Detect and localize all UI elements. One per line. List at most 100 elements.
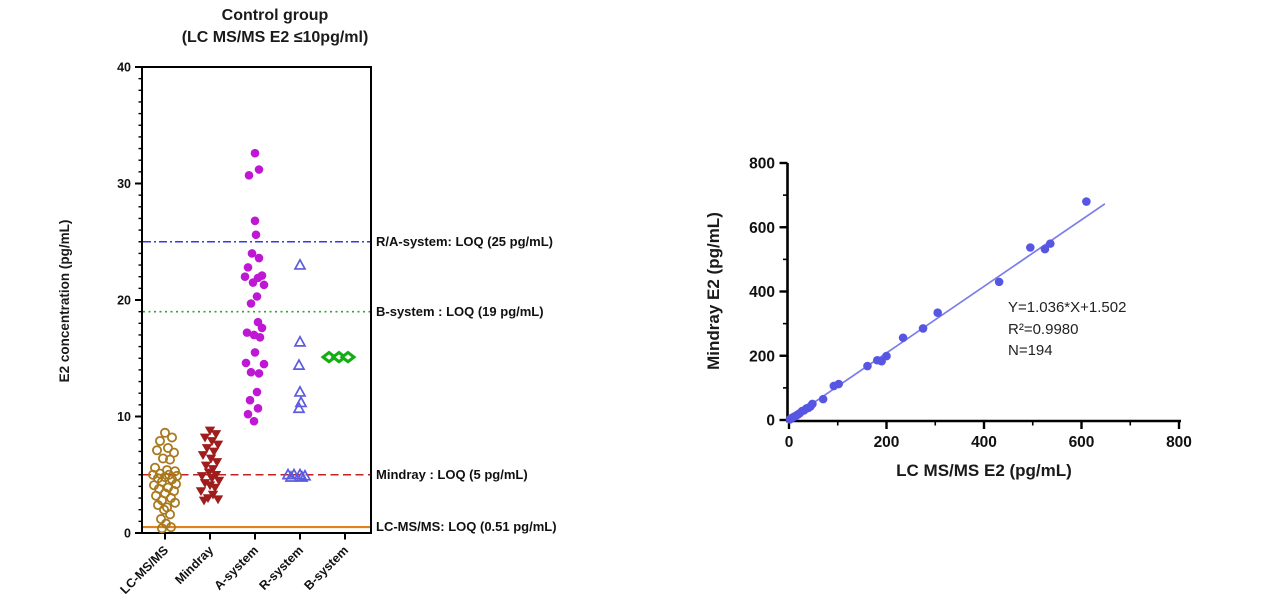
- marker: [253, 404, 263, 413]
- marker: [255, 332, 265, 342]
- marker: [249, 416, 259, 426]
- marker: [200, 461, 212, 471]
- marker: [157, 453, 168, 464]
- marker: [197, 451, 209, 460]
- marker: [212, 495, 224, 505]
- y-tick-label: 200: [749, 348, 775, 365]
- marker: [162, 442, 173, 453]
- marker: [199, 433, 211, 443]
- marker: [154, 435, 165, 446]
- right-chart-x-axis-label: LC MS/MS E2 (pg/mL): [896, 461, 1072, 480]
- marker: [155, 514, 166, 525]
- x-tick-label: 200: [874, 434, 900, 451]
- marker: [213, 476, 225, 486]
- y-tick-label: 600: [749, 220, 775, 237]
- marker: [206, 474, 218, 484]
- regression-equation: Y=1.036*X+1.502: [1008, 299, 1127, 316]
- marker: [257, 323, 267, 333]
- x-category-label: Mindray: [172, 543, 216, 587]
- marker: [204, 481, 216, 491]
- marker: [252, 292, 262, 301]
- y-tick-label: 10: [117, 410, 131, 424]
- marker: [207, 490, 219, 500]
- marker: [205, 454, 217, 464]
- marker: [242, 328, 252, 337]
- marker: [245, 395, 255, 405]
- marker: [203, 468, 215, 478]
- marker: [252, 387, 262, 397]
- y-tick-label: 30: [117, 177, 131, 191]
- marker: [206, 437, 218, 446]
- marker: [159, 427, 170, 438]
- marker: [201, 444, 213, 453]
- refline-label-mindray: Mindray : LOQ (5 pg/mL): [376, 467, 528, 482]
- marker: [208, 447, 220, 457]
- data-point: [1082, 197, 1091, 206]
- marker: [209, 483, 221, 493]
- y-tick-label: 400: [749, 284, 775, 301]
- marker: [295, 470, 309, 482]
- regression-n: N=194: [1008, 342, 1053, 359]
- dot-plot-chart: 0 10 20 30 40 LC-MS/MS MindrayA-systemR-system…: [117, 61, 372, 597]
- x-tick-label: 800: [1166, 434, 1192, 451]
- marker: [241, 358, 251, 368]
- marker: [243, 263, 253, 272]
- y-tick-label: 20: [117, 294, 131, 308]
- marker-center: [335, 354, 343, 360]
- data-point: [808, 399, 817, 409]
- marker: [259, 359, 269, 369]
- y-tick-label: 800: [749, 156, 775, 173]
- marker: [151, 445, 162, 456]
- data-point: [882, 351, 891, 361]
- marker-center: [344, 354, 352, 360]
- marker: [195, 487, 207, 497]
- marker: [211, 458, 223, 467]
- marker: [293, 385, 307, 397]
- marker: [158, 504, 169, 515]
- left-chart-title-line2: (LC MS/MS E2 ≤10pg/ml): [181, 29, 369, 46]
- x-category-label: A-system: [211, 543, 261, 593]
- marker: [250, 348, 260, 357]
- marker: [202, 494, 214, 504]
- data-point: [994, 277, 1004, 287]
- marker-center: [325, 354, 333, 360]
- marker: [210, 430, 222, 439]
- marker: [298, 468, 312, 481]
- marker: [196, 472, 208, 481]
- marker: [284, 470, 298, 482]
- marker: [250, 148, 260, 158]
- regression-r-squared: R²=0.9980: [1008, 320, 1079, 338]
- data-point: [1046, 239, 1055, 248]
- regression-annotation: Y=1.036*X+1.502 R²=0.9980 N=194: [1008, 297, 1126, 362]
- x-tick-label: 600: [1069, 434, 1095, 451]
- marker: [250, 216, 260, 226]
- scatter-regression-chart: 0 200 400 600 800 0 200 400 600 800: [749, 156, 1192, 452]
- refline-label-lcmsms: LC-MS/MS: LOQ (0.51 pg/mL): [376, 519, 557, 534]
- data-point: [863, 361, 872, 371]
- marker: [246, 299, 256, 308]
- marker: [248, 278, 258, 287]
- marker: [293, 258, 307, 270]
- marker: [204, 426, 216, 436]
- marker: [244, 171, 254, 180]
- x-category-label: R-system: [256, 543, 306, 593]
- data-point: [1040, 244, 1050, 254]
- x-category-label: LC-MS/MS: [118, 543, 172, 597]
- marker: [165, 522, 176, 533]
- marker: [164, 454, 175, 465]
- x-tick-label: 400: [971, 434, 997, 451]
- marker: [164, 509, 175, 520]
- marker: [254, 165, 264, 174]
- marker: [166, 432, 177, 443]
- marker: [293, 334, 307, 347]
- marker: [292, 401, 306, 414]
- y-tick-label: 0: [766, 413, 775, 430]
- data-point: [918, 324, 928, 333]
- marker: [246, 367, 256, 377]
- marker: [212, 440, 224, 450]
- marker: [199, 479, 211, 488]
- data-point: [933, 308, 942, 318]
- marker: [259, 280, 269, 290]
- marker: [254, 369, 264, 378]
